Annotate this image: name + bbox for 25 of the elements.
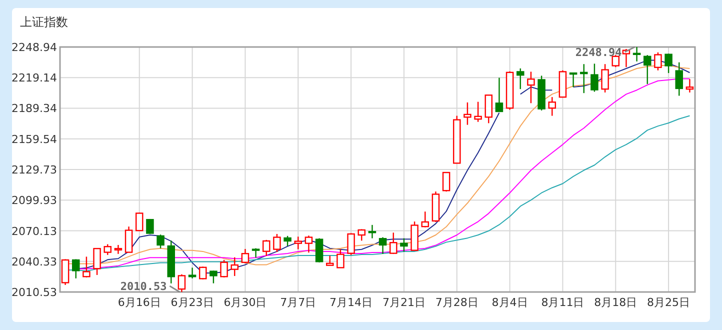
y-tick-label: 2189.34 xyxy=(12,102,57,116)
y-tick-label: 2159.54 xyxy=(12,132,57,146)
x-tick-label: 7月7日 xyxy=(280,296,316,309)
annotation: 2010.53 xyxy=(120,280,180,293)
y-tick-label: 2040.33 xyxy=(12,255,57,268)
y-tick-label: 2099.93 xyxy=(12,194,57,208)
x-tick-label: 6月30日 xyxy=(224,296,267,309)
x-tick-label: 8月18日 xyxy=(594,296,638,309)
x-tick-label: 8月25日 xyxy=(647,296,690,309)
title: 上证指数 xyxy=(20,15,68,29)
x-tick-label: 8月11日 xyxy=(541,296,584,309)
x-tick-label: 7月21日 xyxy=(382,296,426,309)
x-tick-label: 8月4日 xyxy=(492,296,528,309)
y-tick-label: 2070.13 xyxy=(12,224,57,238)
y-tick-label: 2010.53 xyxy=(12,286,57,299)
x-tick-label: 6月23日 xyxy=(170,296,214,309)
annotation: 2248.94 xyxy=(575,46,636,59)
x-tick-label: 7月14日 xyxy=(330,296,373,309)
y-tick-label: 2248.94 xyxy=(12,41,57,54)
annotation: 2248.94 xyxy=(575,46,622,59)
y-tick-label: 2129.73 xyxy=(12,164,57,177)
y-tick-label: 2219.14 xyxy=(12,72,57,85)
annotation: 2010.53 xyxy=(120,280,167,293)
x-tick-label: 7月28日 xyxy=(435,296,478,309)
x-tick-label: 6月16日 xyxy=(118,296,161,309)
